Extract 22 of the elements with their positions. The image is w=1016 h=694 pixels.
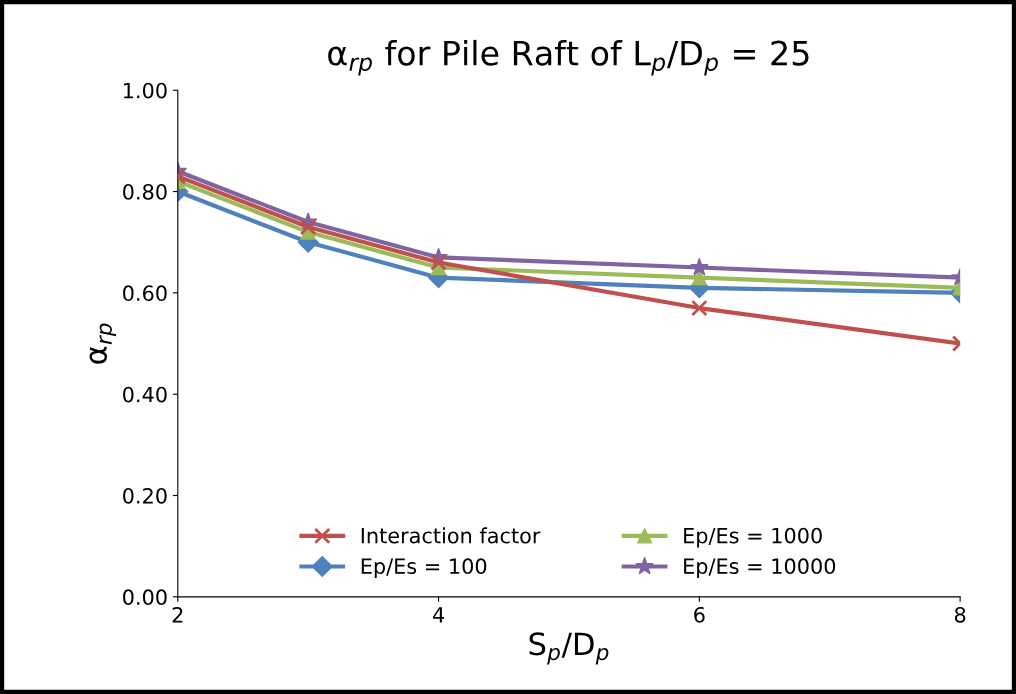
y-tick-label: 0.20 — [123, 487, 167, 504]
point — [690, 257, 709, 276]
point — [691, 299, 708, 317]
y-tick-label: 0.00 — [123, 589, 167, 606]
x-tick-label: 2 — [172, 606, 183, 623]
x-axis-title: S$_{p}$/D$_{p}$ — [529, 632, 609, 665]
legend-label: Ep/Es = 100 — [361, 558, 487, 579]
legend-label: Ep/Es = 1000 — [684, 527, 822, 548]
x-tick-label: 8 — [954, 606, 966, 623]
y-axis-title: α$_{rp}$ — [89, 323, 117, 364]
x-tick-label: 6 — [694, 606, 705, 623]
chart-title: α$_{rp}$ for Pile Raft of L$_{p}$/D$_{p}$ = 25 — [328, 39, 809, 76]
legend-label: Ep/Es = 10000 — [684, 558, 836, 579]
y-tick-label: 0.60 — [123, 285, 167, 302]
y-tick-label: 1.00 — [123, 82, 167, 99]
legend-label: Interaction factor — [361, 527, 541, 544]
x-tick-label: 4 — [432, 607, 445, 623]
y-tick-label: 0.80 — [123, 184, 167, 200]
point — [299, 218, 317, 236]
y-tick-label: 0.40 — [123, 386, 167, 403]
point — [430, 254, 447, 271]
point — [691, 270, 707, 286]
